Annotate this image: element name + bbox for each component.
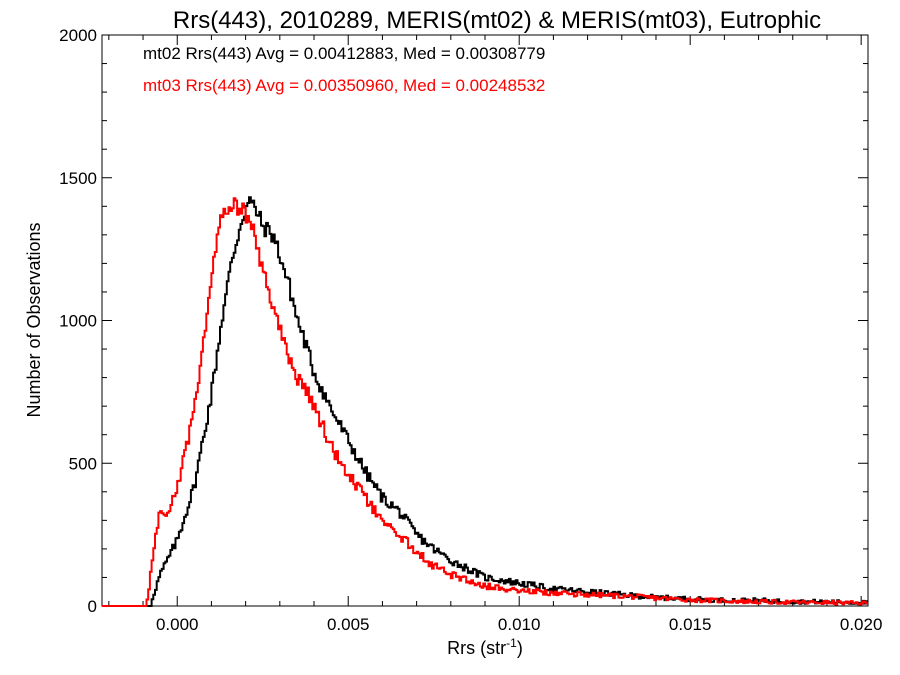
- y-tick-label: 1500: [59, 169, 97, 188]
- x-tick-label: 0.020: [840, 615, 883, 634]
- x-axis-label-close: ): [517, 638, 523, 658]
- y-tick-label: 1000: [59, 312, 97, 331]
- y-tick-label: 0: [88, 597, 97, 616]
- y-axis-label: Number of Observations: [24, 222, 44, 417]
- y-tick-label: 500: [69, 454, 97, 473]
- x-axis-label-main: Rrs (str: [447, 638, 506, 658]
- series-layer: [102, 196, 868, 607]
- y-tick-label: 2000: [59, 26, 97, 45]
- x-axis-ticks: 0.000 0.005 0.010 0.015 0.020: [108, 35, 883, 634]
- x-tick-label: 0.015: [669, 615, 712, 634]
- series-line-mt02: [102, 196, 868, 607]
- legend-entry-mt02: mt02 Rrs(443) Avg = 0.00412883, Med = 0.…: [143, 44, 545, 63]
- x-axis-label-superscript: -1: [506, 636, 517, 650]
- x-tick-label: 0.010: [498, 615, 541, 634]
- series-line-mt03: [102, 197, 868, 607]
- legend-entry-mt03: mt03 Rrs(443) Avg = 0.00350960, Med = 0.…: [143, 76, 545, 95]
- y-axis-ticks: 0 500 1000 1500 2000: [59, 26, 868, 616]
- x-tick-label: 0.005: [327, 615, 370, 634]
- chart-title: Rrs(443), 2010289, MERIS(mt02) & MERIS(m…: [173, 7, 821, 34]
- x-tick-label: 0.000: [156, 615, 199, 634]
- plot-frame: [101, 34, 869, 607]
- x-axis-label: Rrs (str-1): [447, 636, 523, 658]
